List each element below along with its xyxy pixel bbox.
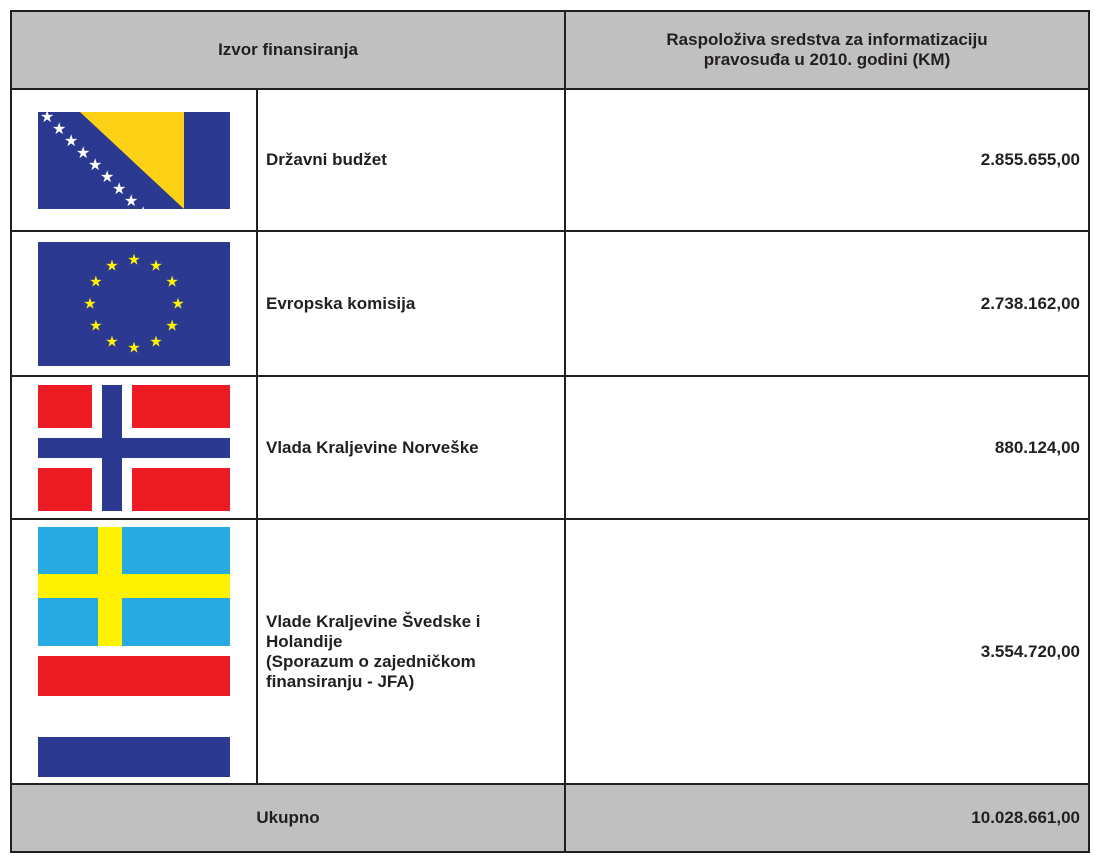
source-name: Vlada Kraljevine Norveške [256,375,566,520]
amount: 3.554.720,00 [564,518,1090,785]
eu-star: ★ [127,250,140,268]
eu-star: ★ [83,294,96,312]
flag-cell [10,518,258,785]
row: ★★★★★★★★★ Državni budžet 2.855.655,00 [10,88,1090,232]
svg-text:★: ★ [64,131,78,150]
eu-star: ★ [149,332,162,350]
funding-table: Izvor finansiranja Raspoloživa sredstva … [10,10,1090,853]
eu-star: ★ [171,294,184,312]
svg-text:★: ★ [112,179,126,198]
header-row: Izvor finansiranja Raspoloživa sredstva … [10,10,1090,90]
amount: 2.738.162,00 [564,230,1090,377]
eu-star: ★ [89,316,102,334]
row: Vlade Kraljevine Švedske i Holandije (Sp… [10,518,1090,785]
flag-cell: ★★★★★★★★★ [10,88,258,232]
footer-total: 10.028.661,00 [564,783,1090,853]
footer-label: Ukupno [10,783,566,853]
svg-text:★: ★ [52,119,66,138]
svg-text:★: ★ [136,203,150,209]
eu-star: ★ [89,272,102,290]
amount: 2.855.655,00 [564,88,1090,232]
source-name: Evropska komisija [256,230,566,377]
amount: 880.124,00 [564,375,1090,520]
row: ★ ★ ★ ★ ★ ★ ★ ★ ★ ★ ★ ★ Evropska komisija 2.738.162… [10,230,1090,377]
svg-text:★: ★ [100,167,114,186]
header-cell: Izvor finansiranja [10,10,566,90]
eu-star: ★ [105,256,118,274]
svg-text:★: ★ [124,191,138,209]
flag-norway [38,384,230,511]
flag-eu: ★ ★★★★★★★★★★★ [38,241,230,366]
header-cell: Raspoloživa sredstva za informatizaciju … [564,10,1090,90]
footer-row: Ukupno 10.028.661,00 [10,783,1090,853]
flag-cell: ★ ★ ★ ★ ★ ★ ★ ★ ★ ★ ★ ★ [10,230,258,377]
svg-text:★: ★ [40,112,54,126]
eu-star: ★ [149,256,162,274]
svg-text:★: ★ [76,143,90,162]
source-name: Vlade Kraljevine Švedske i Holandije (Sp… [256,518,566,785]
source-name: Državni budžet [256,88,566,232]
eu-star: ★ [165,272,178,290]
row: Vlada Kraljevine Norveške 880.124,00 [10,375,1090,520]
svg-text:★: ★ [88,155,102,174]
eu-star: ★ [165,316,178,334]
eu-star: ★ [127,338,140,356]
flag-cell [10,375,258,520]
eu-star: ★ [105,332,118,350]
flag-bih: ★★★★★★★★★ [38,111,230,209]
flag-sweden-netherlands [38,526,230,777]
